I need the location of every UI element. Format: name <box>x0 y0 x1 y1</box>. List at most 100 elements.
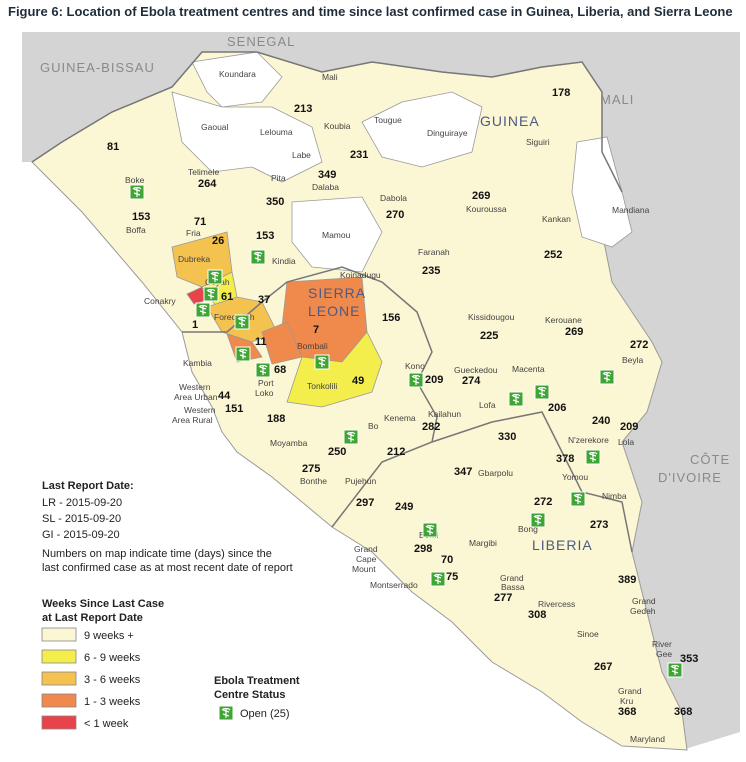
days-maryland: 368 <box>674 706 692 718</box>
country-label-guinea: GUINEA <box>480 113 540 129</box>
region-grand-kru-1: Grand <box>618 686 642 696</box>
days-bonthe: 275 <box>302 463 320 475</box>
etc-marker-macenta[interactable] <box>534 384 550 400</box>
etc-marker-boke[interactable] <box>129 184 145 200</box>
etc-marker-coyah[interactable] <box>203 286 219 302</box>
region-koubia: Koubia <box>324 121 351 131</box>
days-kissidougou: 225 <box>480 330 498 342</box>
region-dinguiraye: Dinguiraye <box>427 128 468 138</box>
days-telimele: 264 <box>198 178 217 190</box>
days-kankan: 252 <box>544 249 562 261</box>
legend-label-1-3: 1 - 3 weeks <box>84 696 141 708</box>
etc-marker-nzerekore[interactable] <box>585 449 601 465</box>
white-region-gaoual-labe <box>171 91 323 183</box>
days-boke-north: 81 <box>107 141 119 153</box>
region-bonthe: Bonthe <box>300 476 327 486</box>
etc-marker-forecariah[interactable] <box>234 314 250 330</box>
legend-label-6-9: 6 - 9 weeks <box>84 652 141 664</box>
border-guinea-north <box>31 51 623 193</box>
region-sinoe: Sinoe <box>577 629 599 639</box>
legend-report-sl: SL - 2015-09-20 <box>42 513 121 525</box>
day-numbers: 178 213 81 231 264 349 350 269 270 153 7… <box>107 87 698 718</box>
region-western-urban-1: Western <box>179 382 211 392</box>
legend-swatch-6-9 <box>41 649 77 664</box>
legend-label-lt1: < 1 week <box>84 718 129 730</box>
days-kono: 209 <box>425 374 443 386</box>
etc-marker-nimba[interactable] <box>570 491 586 507</box>
country-label-cote: CÔTE <box>690 452 730 467</box>
legend-swatch-lt1 <box>41 715 77 730</box>
etc-marker-coyah-2[interactable] <box>207 269 223 285</box>
region-montserrado: Montserrado <box>370 580 418 590</box>
border-liberia <box>431 411 633 553</box>
days-macenta: 206 <box>548 402 566 414</box>
etc-marker-beyla[interactable] <box>599 369 615 385</box>
region-grand-bassa-2: Bassa <box>501 582 525 592</box>
etc-marker-bomi[interactable] <box>422 522 438 538</box>
ocean <box>22 162 740 754</box>
etc-marker-kindia[interactable] <box>250 249 266 265</box>
days-bomi-249: 249 <box>395 501 413 513</box>
region-bombali: Bombali <box>297 341 328 351</box>
legend-weeks-title-1: Weeks Since Last Case <box>42 598 164 610</box>
days-forecariah-37: 37 <box>258 294 270 306</box>
days-margibi-70: 70 <box>441 554 453 566</box>
district-tonkolili <box>286 331 383 408</box>
map-frame[interactable]: SENEGAL GUINEA-BISSAU MALI GUINEA SIERRA… <box>22 32 740 754</box>
legend-report-lr: LR - 2015-09-20 <box>42 497 122 509</box>
etc-marker-conakry[interactable] <box>195 302 211 318</box>
days-dalaba: 349 <box>318 169 336 181</box>
region-tonkolili: Tonkolili <box>307 381 337 391</box>
region-port-loko-1: Port <box>258 378 274 388</box>
etc-marker-kono[interactable] <box>408 372 424 388</box>
region-koinadugu: Koinadugu <box>340 270 381 280</box>
etc-marker-gueckedou[interactable] <box>508 391 524 407</box>
region-maryland: Maryland <box>630 734 665 744</box>
region-river-gee-2: Gee <box>656 649 672 659</box>
days-kerouane: 269 <box>565 326 583 338</box>
legend-swatch-3-6 <box>41 671 77 686</box>
days-pita: 350 <box>266 196 284 208</box>
region-mamou: Mamou <box>322 230 351 240</box>
region-rivercess: Rivercess <box>538 599 575 609</box>
region-yomou: Yomou <box>562 472 588 482</box>
etc-marker-montserrado[interactable] <box>430 571 446 587</box>
region-western-rural-2: Area Rural <box>172 415 213 425</box>
region-kouroussa: Kouroussa <box>466 204 507 214</box>
region-margibi: Margibi <box>469 538 497 548</box>
map[interactable]: SENEGAL GUINEA-BISSAU MALI GUINEA SIERRA… <box>22 32 740 754</box>
days-kenema: 212 <box>387 446 405 458</box>
days-bo: 250 <box>328 446 346 458</box>
country-label-mali: MALI <box>600 92 634 107</box>
region-dubreka: Dubreka <box>178 254 210 264</box>
region-kankan: Kankan <box>542 214 571 224</box>
etc-marker-bombali[interactable] <box>314 354 330 370</box>
country-label-divoire: D'IVOIRE <box>658 470 722 485</box>
days-dubreka: 26 <box>212 235 224 247</box>
days-lola: 209 <box>620 421 638 433</box>
region-tougue: Tougue <box>374 115 402 125</box>
region-kenema: Kenema <box>384 413 416 423</box>
days-rivercess: 308 <box>528 609 546 621</box>
etc-marker-kambia[interactable] <box>235 346 251 362</box>
etc-marker-bong[interactable] <box>530 512 546 528</box>
region-grand-cape-1: Grand <box>354 544 378 554</box>
region-kambia: Kambia <box>183 358 212 368</box>
etc-marker-bo[interactable] <box>343 429 359 445</box>
legend-etc-title-2: Centre Status <box>214 689 286 701</box>
region-grand-gedeh-2: Gedeh <box>630 606 656 616</box>
region-siguiri: Siguiri <box>526 137 550 147</box>
figure-title: Figure 6: Location of Ebola treatment ce… <box>8 4 733 19</box>
etc-marker-rivergee[interactable] <box>667 662 683 678</box>
map-legend: Last Report Date: LR - 2015-09-20 SL - 2… <box>41 480 300 730</box>
days-kailahun: 282 <box>422 421 440 433</box>
region-mali: Mali <box>322 72 338 82</box>
region-boffa: Boffa <box>126 225 146 235</box>
region-kono: Kono <box>405 361 425 371</box>
region-fria: Fria <box>186 228 201 238</box>
legend-label-9plus: 9 weeks + <box>84 630 134 642</box>
region-gaoual: Gaoual <box>201 122 229 132</box>
region-koundara: Koundara <box>219 69 256 79</box>
etc-marker-portloko[interactable] <box>255 362 271 378</box>
region-gueckedou: Gueckedou <box>454 365 498 375</box>
